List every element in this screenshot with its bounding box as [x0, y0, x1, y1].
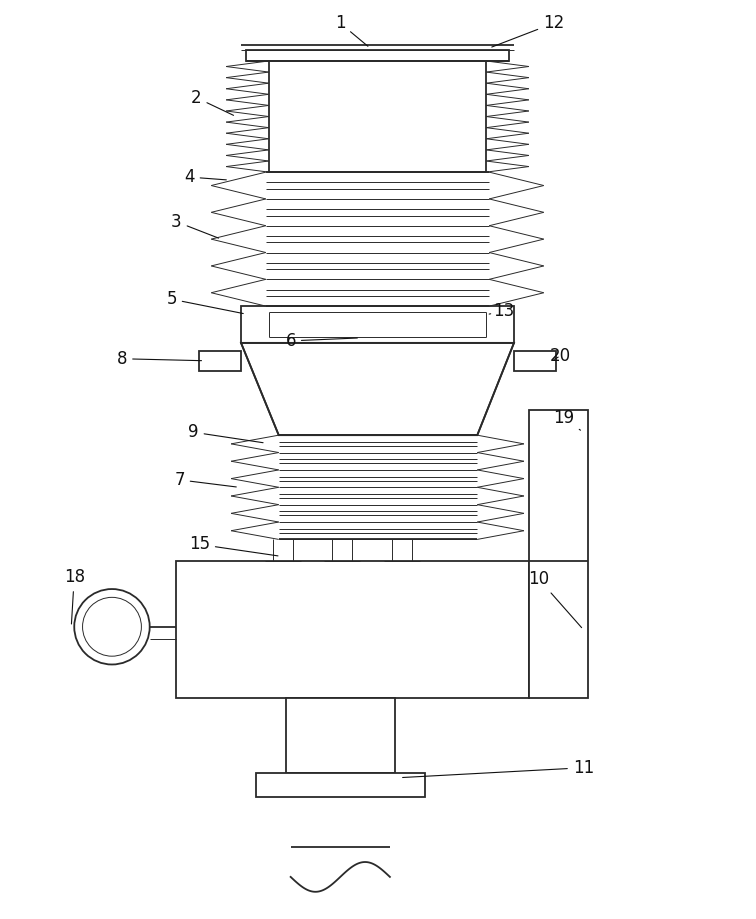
- FancyBboxPatch shape: [256, 773, 425, 798]
- FancyBboxPatch shape: [529, 411, 588, 698]
- Text: 12: 12: [491, 14, 564, 47]
- Circle shape: [74, 589, 150, 664]
- FancyBboxPatch shape: [241, 306, 514, 343]
- Circle shape: [82, 597, 141, 656]
- FancyBboxPatch shape: [514, 351, 556, 370]
- Text: 20: 20: [550, 346, 572, 365]
- FancyBboxPatch shape: [176, 562, 529, 698]
- FancyBboxPatch shape: [200, 351, 241, 370]
- Text: 18: 18: [64, 568, 85, 624]
- Text: 10: 10: [528, 570, 581, 628]
- FancyBboxPatch shape: [246, 50, 509, 61]
- Text: 19: 19: [553, 409, 581, 430]
- FancyBboxPatch shape: [304, 375, 378, 403]
- Text: 4: 4: [184, 168, 226, 186]
- Text: 8: 8: [116, 350, 202, 368]
- Text: 7: 7: [174, 471, 237, 489]
- Text: 13: 13: [489, 302, 515, 320]
- Text: 11: 11: [403, 759, 594, 777]
- Text: 9: 9: [188, 424, 263, 443]
- Text: 5: 5: [166, 290, 243, 313]
- FancyBboxPatch shape: [286, 698, 395, 773]
- Text: 1: 1: [335, 14, 368, 46]
- Text: 6: 6: [286, 332, 358, 350]
- Text: 3: 3: [171, 213, 218, 238]
- Text: 15: 15: [189, 536, 278, 556]
- Polygon shape: [241, 343, 514, 436]
- Text: 2: 2: [191, 88, 234, 116]
